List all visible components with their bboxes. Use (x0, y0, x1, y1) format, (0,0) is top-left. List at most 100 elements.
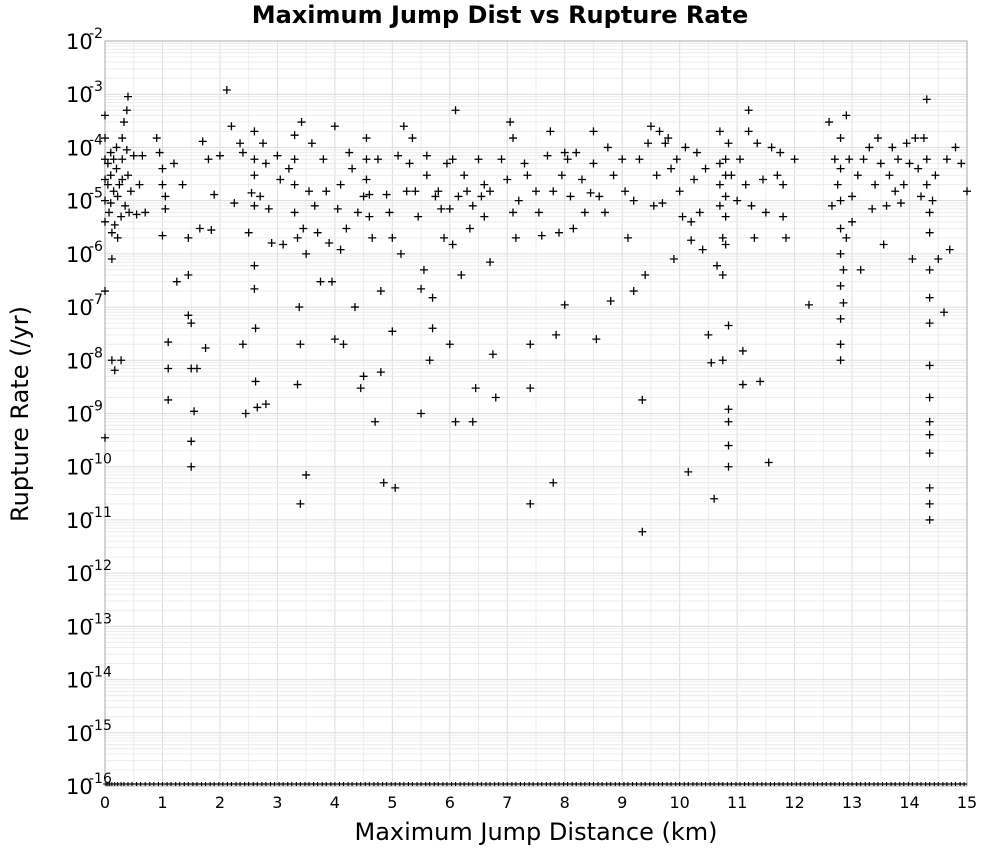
data-point (297, 118, 306, 127)
data-point (848, 192, 857, 201)
data-point (563, 155, 572, 164)
y-tick-label: 10 (66, 562, 93, 586)
y-tick-exponent: -12 (89, 558, 112, 574)
data-point (474, 155, 483, 164)
data-point (101, 196, 109, 205)
y-tick-label: 10 (66, 615, 93, 639)
data-point (491, 393, 500, 402)
data-point (428, 293, 437, 302)
data-point (236, 139, 245, 148)
data-point (477, 192, 486, 201)
data-point (724, 321, 733, 330)
y-tick-exponent: -11 (89, 505, 112, 521)
data-point (853, 171, 862, 180)
y-tick-label: 10 (66, 669, 93, 693)
data-point (560, 148, 569, 157)
data-point (836, 340, 845, 349)
data-point (293, 380, 302, 389)
data-point (126, 187, 135, 196)
y-tick-exponent: -3 (89, 79, 103, 95)
data-point (187, 437, 196, 446)
y-tick-exponent: -14 (89, 665, 112, 681)
data-point (362, 134, 371, 143)
data-point (876, 159, 885, 168)
data-point (678, 212, 687, 221)
data-point (135, 180, 144, 189)
data-point (445, 204, 454, 213)
x-axis-label: Maximum Jump Distance (km) (355, 818, 718, 846)
data-point (635, 155, 644, 164)
data-point (250, 201, 259, 210)
data-point (251, 377, 260, 386)
y-tick-label: 10 (66, 775, 93, 799)
data-point (764, 458, 773, 467)
data-point (546, 127, 555, 136)
data-point (244, 228, 253, 237)
data-point (744, 106, 753, 115)
data-point (101, 217, 109, 226)
data-point (313, 228, 322, 237)
data-point (250, 284, 259, 293)
data-point (302, 249, 311, 258)
data-point (101, 287, 109, 296)
data-point (330, 122, 339, 131)
data-point (882, 201, 891, 210)
data-point (112, 164, 121, 173)
y-tick-exponent: -16 (89, 771, 112, 787)
data-point (839, 265, 848, 274)
data-point (316, 277, 325, 286)
data-point (902, 139, 911, 148)
data-point (925, 319, 934, 328)
data-point (560, 300, 569, 309)
chart-title: Maximum Jump Dist vs Rupture Rate (252, 1, 749, 29)
y-tick-labels: 10-210-310-410-510-610-710-810-910-1010-… (66, 26, 112, 799)
data-point (110, 366, 119, 375)
data-point (302, 470, 311, 479)
data-point (290, 208, 299, 217)
data-point (451, 417, 460, 426)
data-point (118, 175, 127, 184)
x-tick-label: 8 (560, 793, 570, 812)
data-point (868, 204, 877, 213)
data-point (299, 224, 308, 233)
data-point (925, 430, 934, 439)
data-point (250, 155, 259, 164)
data-point (623, 233, 632, 242)
data-point (715, 127, 724, 136)
data-point (379, 478, 388, 487)
data-point (305, 187, 314, 196)
data-point (238, 148, 247, 157)
data-point (362, 175, 371, 184)
data-point (279, 240, 288, 249)
data-point (595, 192, 604, 201)
data-point (348, 164, 357, 173)
data-point (264, 204, 273, 213)
data-point (931, 171, 940, 180)
data-point (509, 208, 518, 217)
data-point (290, 155, 299, 164)
data-point (592, 335, 601, 344)
data-point (339, 340, 348, 349)
data-point (925, 417, 934, 426)
data-point (454, 192, 463, 201)
data-point (747, 201, 756, 210)
x-tick-label: 1 (157, 793, 167, 812)
y-tick-label: 10 (66, 190, 93, 214)
data-point (761, 208, 770, 217)
data-point (566, 192, 575, 201)
data-point (290, 131, 299, 140)
data-point (655, 127, 664, 136)
data-point (894, 155, 903, 164)
data-point (836, 196, 845, 205)
data-point (736, 155, 745, 164)
plot-frame (104, 40, 968, 787)
data-point (376, 287, 385, 296)
data-point (368, 233, 377, 242)
data-points (101, 86, 971, 536)
data-point (448, 240, 457, 249)
x-tick-label: 5 (387, 793, 397, 812)
data-point (362, 155, 371, 164)
data-point (925, 483, 934, 492)
data-point (830, 155, 839, 164)
data-point (356, 384, 365, 393)
